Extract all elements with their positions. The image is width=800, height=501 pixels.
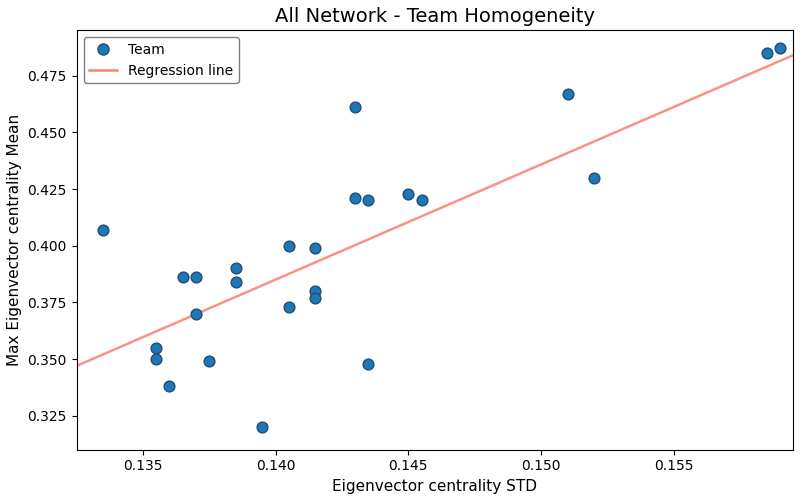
Point	[362, 360, 375, 368]
Point	[163, 382, 176, 390]
Y-axis label: Max Eigenvector centrality Mean: Max Eigenvector centrality Mean	[7, 114, 22, 366]
Point	[588, 174, 601, 182]
Point	[774, 45, 786, 53]
Point	[760, 49, 773, 57]
Point	[362, 196, 375, 204]
Point	[230, 265, 242, 273]
Point	[561, 90, 574, 98]
Point	[256, 423, 269, 431]
Point	[150, 344, 162, 352]
Point	[150, 355, 162, 363]
Point	[176, 274, 189, 282]
Point	[349, 194, 362, 202]
Title: All Network - Team Homogeneity: All Network - Team Homogeneity	[275, 7, 595, 26]
Point	[402, 189, 414, 197]
Point	[415, 196, 428, 204]
Point	[190, 310, 202, 318]
Point	[230, 278, 242, 286]
Point	[309, 244, 322, 252]
Point	[309, 294, 322, 302]
Legend: Team, Regression line: Team, Regression line	[83, 37, 238, 83]
Point	[190, 274, 202, 282]
Point	[282, 241, 295, 249]
Point	[282, 303, 295, 311]
X-axis label: Eigenvector centrality STD: Eigenvector centrality STD	[332, 479, 538, 494]
Point	[203, 357, 216, 365]
Point	[349, 103, 362, 111]
Point	[97, 226, 110, 234]
Point	[309, 287, 322, 295]
